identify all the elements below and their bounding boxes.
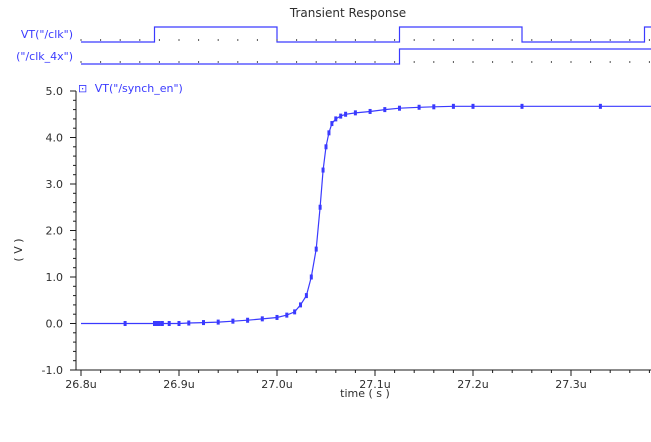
clk-4x-trace: [80, 48, 651, 65]
data-point: [339, 113, 343, 119]
y-tick-label: -1.0: [42, 364, 63, 377]
data-point: [383, 107, 387, 113]
y-tick-label: 1.0: [46, 271, 64, 284]
data-point: [187, 320, 191, 326]
clk-4x-trace-label: ("/clk_4x"): [16, 50, 73, 63]
data-point: [327, 130, 331, 136]
data-point: [314, 246, 318, 252]
data-point: [398, 105, 401, 111]
data-point: [285, 312, 289, 318]
synch-en-line: [81, 105, 651, 325]
synch-en-legend: ⊡ VT("/synch_en"): [78, 82, 183, 95]
y-ticks: -1.0 0.0 1.0 2.0 3.0 4.0 5.0: [42, 85, 76, 377]
plot-axes: [75, 91, 651, 371]
x-tick-label: 27.2u: [457, 378, 488, 391]
data-point: [157, 321, 161, 326]
digital-waveform: [81, 48, 651, 65]
chart-title: Transient Response: [289, 6, 406, 20]
data-point: [432, 104, 436, 110]
data-point: [417, 104, 421, 110]
data-point: [598, 103, 602, 109]
data-point: [177, 321, 181, 326]
data-point: [246, 317, 250, 323]
x-tick-label: 27.1u: [359, 378, 390, 391]
data-point: [155, 321, 159, 326]
data-point: [275, 314, 279, 320]
data-point: [299, 302, 303, 308]
data-point: [167, 321, 171, 326]
y-tick-label: 5.0: [46, 85, 64, 98]
data-point: [318, 204, 322, 210]
data-point: [324, 144, 328, 150]
data-point: [216, 319, 220, 325]
clk-trace-label: VT("/clk"): [21, 28, 73, 41]
data-point: [321, 167, 325, 173]
data-point: [304, 293, 308, 299]
y-tick-label: 4.0: [46, 132, 64, 145]
legend-series-name: VT("/synch_en"): [95, 82, 183, 95]
data-point: [330, 121, 334, 127]
data-point: [260, 316, 264, 322]
data-point: [344, 111, 348, 117]
data-point: [231, 318, 235, 324]
data-point: [202, 320, 205, 326]
data-point: [309, 274, 313, 280]
data-point: [451, 103, 455, 109]
x-tick-label: 27.0u: [261, 378, 292, 391]
data-point: [293, 309, 297, 315]
x-tick-label: 27.3u: [555, 378, 586, 391]
data-point: [160, 321, 164, 326]
y-axis-label: ( V ): [12, 238, 25, 261]
y-tick-label: 3.0: [46, 178, 64, 191]
synch-en-series: [81, 103, 651, 326]
data-point: [153, 321, 156, 326]
data-point: [353, 110, 357, 116]
x-tick-label: 26.8u: [65, 378, 96, 391]
x-tick-label: 26.9u: [163, 378, 194, 391]
data-point: [520, 103, 524, 109]
legend-marker: ⊡: [78, 82, 87, 95]
digital-waveform: [81, 26, 651, 43]
y-tick-label: 2.0: [46, 225, 64, 238]
data-point: [334, 116, 338, 122]
x-ticks: 26.8u 26.9u 27.0u 27.1u 27.2u 27.3u: [65, 370, 650, 391]
y-tick-label: 0.0: [46, 318, 64, 331]
clk-trace: [80, 26, 651, 43]
data-point: [123, 321, 127, 326]
data-point: [368, 108, 372, 114]
x-axis-label: time ( s ): [340, 387, 390, 400]
data-point: [471, 103, 475, 109]
